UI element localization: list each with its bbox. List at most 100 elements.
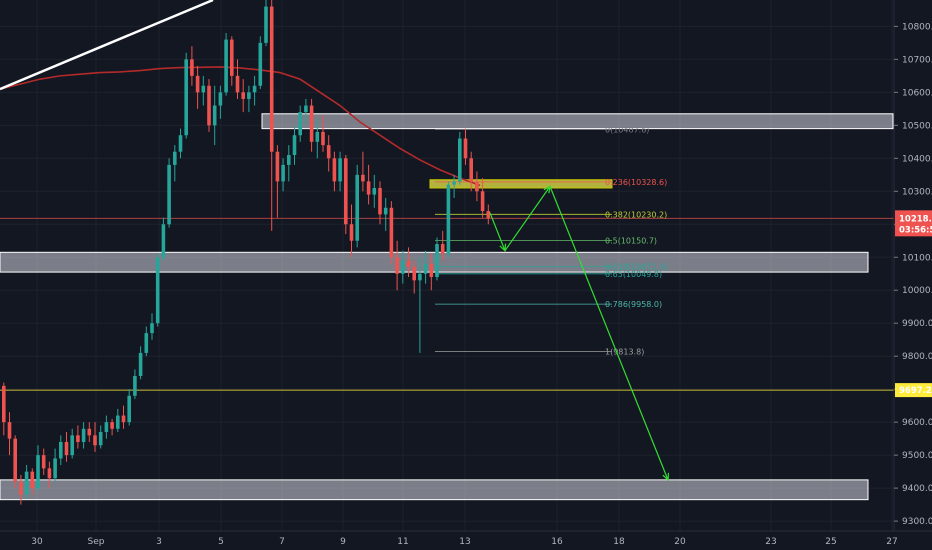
time-tick-label: 25 <box>825 537 836 547</box>
current-price-tag <box>895 210 932 237</box>
time-axis[interactable]: 30 Sep 3 5 7 9 11 13 16 18 20 23 25 27 <box>31 537 897 547</box>
candle-body <box>452 181 456 185</box>
candle-body <box>133 375 137 396</box>
price-tags: 10218.003:56:51 9697.2 <box>895 210 932 398</box>
candle-body <box>173 151 177 165</box>
candle-body <box>224 39 228 93</box>
candle-body <box>167 164 171 225</box>
candle-body <box>64 441 69 456</box>
candle-body <box>264 6 268 43</box>
candle-body <box>326 145 331 159</box>
candle-body <box>401 260 405 274</box>
time-tick-label: 7 <box>279 537 285 547</box>
price-tick-label: 9300.0 <box>902 517 932 527</box>
price-tick-label: 10800.0 <box>902 22 932 32</box>
projection-segment <box>504 186 551 252</box>
candle-body <box>292 135 297 156</box>
candle-body <box>355 174 359 241</box>
candle-body <box>423 263 428 274</box>
candle-body <box>463 138 468 159</box>
candle-body <box>338 158 342 182</box>
time-tick-label: 23 <box>765 537 776 547</box>
candle-body <box>389 207 394 258</box>
candle-body <box>383 207 388 215</box>
candle-body <box>429 263 434 278</box>
time-tick-label: 18 <box>613 537 625 547</box>
time-tick-label: 16 <box>551 537 563 547</box>
axes <box>0 0 932 532</box>
candle-body <box>178 135 183 152</box>
candle-body <box>190 59 194 76</box>
candle-body <box>247 92 251 99</box>
candle-body <box>59 441 63 459</box>
candle-body <box>349 224 354 241</box>
candle-body <box>13 438 17 482</box>
fibonacci-retracement: 0(10487.6) 0.236(10328.6) 0.382(10230.2) 0.… <box>435 125 667 357</box>
projection-arrowhead <box>662 472 670 482</box>
candle-body <box>138 352 143 376</box>
fib-label: 0.786(9958.0) <box>605 300 662 309</box>
level-tag <box>895 383 932 398</box>
candle-body <box>155 257 160 324</box>
candle-body <box>53 458 57 479</box>
candle-body <box>30 471 35 489</box>
candle-body <box>281 164 285 182</box>
candle-body <box>480 191 485 212</box>
fib-label: 0(10487.6) <box>605 125 649 134</box>
candle-body <box>372 187 377 195</box>
drawings <box>0 0 670 482</box>
candle-body <box>127 395 131 423</box>
candle-body <box>458 138 462 182</box>
support-zone-middle <box>0 251 869 273</box>
candle-body <box>469 158 473 182</box>
candle-body <box>207 85 211 126</box>
fib-label: 0.618(10071.3) <box>605 263 667 272</box>
time-tick-label: Sep <box>88 537 105 547</box>
candle-body <box>7 422 12 439</box>
price-tick-label: 10000.0 <box>902 286 932 296</box>
price-tick-label: 9800.0 <box>902 352 932 362</box>
price-tick-label: 10700.0 <box>902 55 932 65</box>
candle-body <box>19 481 23 495</box>
candle-body <box>366 181 371 195</box>
fib-label: 1(9813.8) <box>605 348 644 357</box>
price-tick-label: 9400.0 <box>902 484 932 494</box>
candle-body <box>446 184 451 254</box>
candle-body <box>230 39 234 76</box>
candle-body <box>275 151 280 182</box>
level-label: 9697.2 <box>899 386 932 396</box>
candle-body <box>298 112 302 136</box>
candle-body <box>116 415 120 429</box>
candle-body <box>475 181 479 192</box>
fib-label: 0.382(10230.2) <box>605 210 667 219</box>
candle-body <box>93 435 97 446</box>
projection-segment <box>549 186 669 481</box>
price-tick-label: 9600.0 <box>902 418 932 428</box>
time-tick-label: 30 <box>31 537 43 547</box>
zones <box>0 113 894 501</box>
candle-body <box>412 267 416 281</box>
countdown-label: 03:56:51 <box>899 225 932 235</box>
candle-body <box>87 428 92 436</box>
candle-body <box>195 75 200 93</box>
candle-body <box>258 42 263 86</box>
time-tick-label: 5 <box>218 537 224 547</box>
support-zone-lower <box>0 479 869 501</box>
fib-label: 0.236(10328.6) <box>605 178 667 187</box>
candle-body <box>161 224 166 258</box>
time-tick-label: 9 <box>340 537 346 547</box>
candle-body <box>184 59 188 136</box>
candle-body <box>361 174 365 182</box>
candle-body <box>287 155 291 165</box>
resistance-zone-upper <box>261 113 894 130</box>
candle-body <box>47 468 52 479</box>
candle-body <box>486 211 491 219</box>
candle-body <box>332 158 337 182</box>
candle-body <box>252 85 257 93</box>
candle-body <box>321 131 325 146</box>
fib-label: 0.5(10150.7) <box>605 237 657 246</box>
projection-segment <box>489 212 506 251</box>
candle-body <box>144 333 149 353</box>
